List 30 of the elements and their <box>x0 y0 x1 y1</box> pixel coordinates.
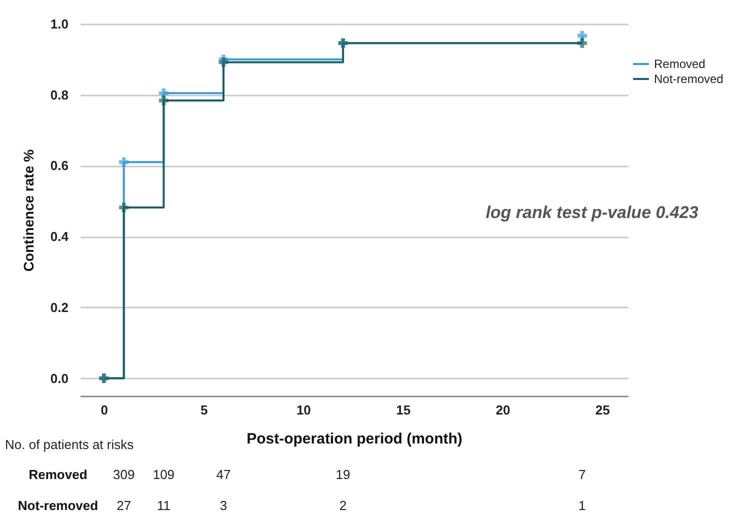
text: 109 <box>152 467 175 482</box>
y-tick-label: 0.2 <box>50 300 68 315</box>
x-tick-label: 5 <box>200 402 208 418</box>
legend-label: Removed <box>654 57 706 71</box>
text: 3 <box>220 498 228 513</box>
legend-label: Not-removed <box>654 72 724 86</box>
text: 1 <box>578 498 586 513</box>
y-axis-title: Continence rate % <box>20 148 36 272</box>
x-tick-label: 10 <box>296 402 311 418</box>
text: 27 <box>116 498 132 513</box>
annotation: log rank test p-value 0.423 <box>486 203 699 222</box>
y-tick-label: 0.6 <box>50 158 68 174</box>
text: No. of patients at risks <box>5 437 134 452</box>
text: 309 <box>112 467 135 482</box>
y-tick-label: 0.8 <box>50 87 68 102</box>
text: Not-removed <box>18 498 98 513</box>
y-tick-label: 0.4 <box>50 229 70 244</box>
x-tick-label: 20 <box>496 402 510 418</box>
x-tick-label: 0 <box>100 402 108 418</box>
x-tick-label: 25 <box>595 402 610 418</box>
x-axis-title: Post-operation period (month) <box>246 430 462 448</box>
text: Removed <box>28 467 88 482</box>
text: 47 <box>216 467 231 482</box>
text: 2 <box>339 498 347 513</box>
y-tick-label: 0.0 <box>50 370 68 386</box>
text: 11 <box>156 498 170 513</box>
y-tick-label: 1.0 <box>50 16 68 32</box>
text: 19 <box>336 467 350 482</box>
x-tick-label: 15 <box>396 402 411 418</box>
text: 7 <box>578 467 586 482</box>
